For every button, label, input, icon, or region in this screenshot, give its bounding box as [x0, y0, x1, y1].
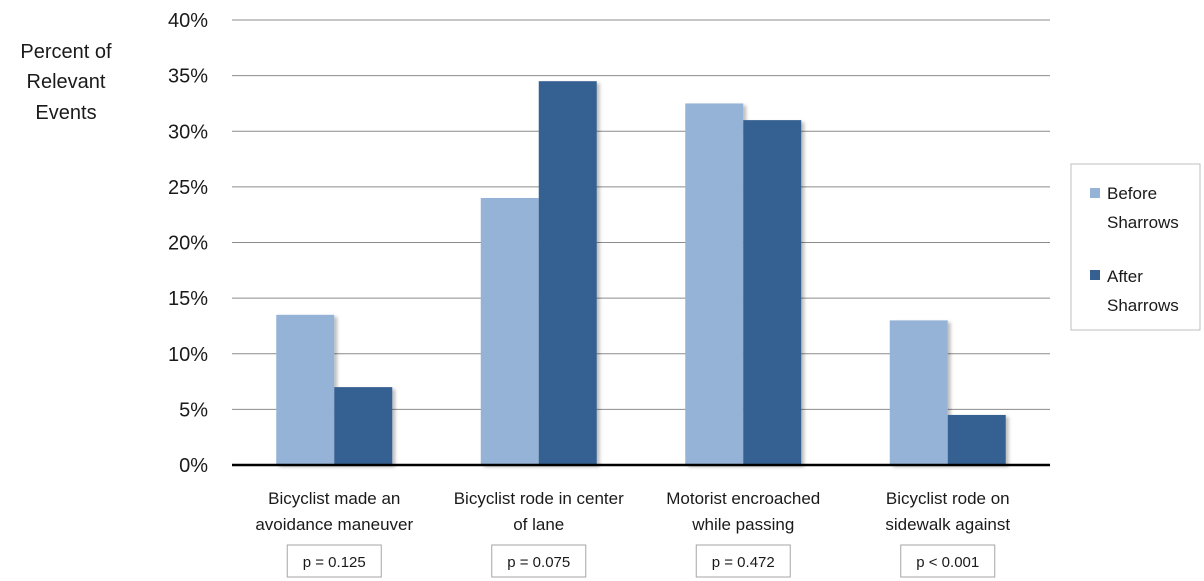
legend-label-before: Before	[1107, 184, 1157, 203]
bar-after-sharrows	[334, 387, 393, 465]
category-label: sidewalk against	[885, 515, 1010, 534]
p-value-label: p < 0.001	[916, 554, 979, 571]
p-value-box	[695, 544, 791, 578]
y-axis-title-line: Relevant	[27, 71, 106, 93]
legend: Before Sharrows After Sharrows	[1070, 163, 1201, 331]
y-tick-label: 25%	[168, 177, 208, 199]
category-label: Motorist encroached	[666, 489, 820, 508]
y-tick-labels: 0% 5% 10% 15% 20% 25% 30% 35% 40%	[168, 10, 208, 477]
bar-after-sharrows	[538, 81, 597, 465]
y-tick-label: 5%	[179, 399, 208, 421]
y-tick-label: 30%	[168, 121, 208, 143]
category-label: while passing	[691, 515, 794, 534]
legend-label-after: After	[1107, 267, 1143, 286]
y-tick-label: 35%	[168, 66, 208, 88]
y-axis-title-line: Percent of	[20, 41, 112, 63]
gridlines	[232, 19, 1050, 410]
p-value-boxes: p = 0.125 p = 0.075 p = 0.472 p < 0.001	[286, 544, 996, 578]
legend-swatch-after	[1090, 270, 1100, 280]
p-value-label: p = 0.125	[303, 554, 366, 571]
category-label: of lane	[513, 515, 564, 534]
legend-label-after: Sharrows	[1107, 296, 1179, 315]
p-value-box	[286, 544, 382, 578]
bar-before-sharrows	[480, 198, 539, 465]
p-value-label: p = 0.075	[507, 554, 570, 571]
bar-before-sharrows	[889, 320, 948, 465]
category-labels: Bicyclist made an avoidance maneuver Bicyc…	[255, 489, 1010, 534]
category-label: Bicyclist rode on	[886, 489, 1010, 508]
category-label: Bicyclist made an	[268, 489, 400, 508]
bar-before-sharrows	[276, 314, 335, 465]
bar-after-sharrows	[947, 414, 1006, 465]
y-axis-title-line: Events	[35, 102, 96, 124]
legend-swatch-before	[1090, 188, 1100, 198]
y-axis-title: Percent of Relevant Events	[20, 41, 112, 124]
y-tick-label: 15%	[168, 288, 208, 310]
y-tick-label: 40%	[168, 10, 208, 32]
bar-before-sharrows	[685, 103, 744, 465]
y-tick-label: 20%	[168, 233, 208, 255]
legend-label-before: Sharrows	[1107, 213, 1179, 232]
category-label: Bicyclist rode in center	[454, 489, 624, 508]
p-value-box	[900, 544, 996, 578]
p-value-box	[491, 544, 587, 578]
bar-after-sharrows	[743, 120, 802, 465]
bars	[276, 81, 1006, 465]
p-value-label: p = 0.472	[712, 554, 775, 571]
y-tick-label: 10%	[168, 344, 208, 366]
y-tick-label: 0%	[179, 455, 208, 477]
category-label: avoidance maneuver	[255, 515, 413, 534]
